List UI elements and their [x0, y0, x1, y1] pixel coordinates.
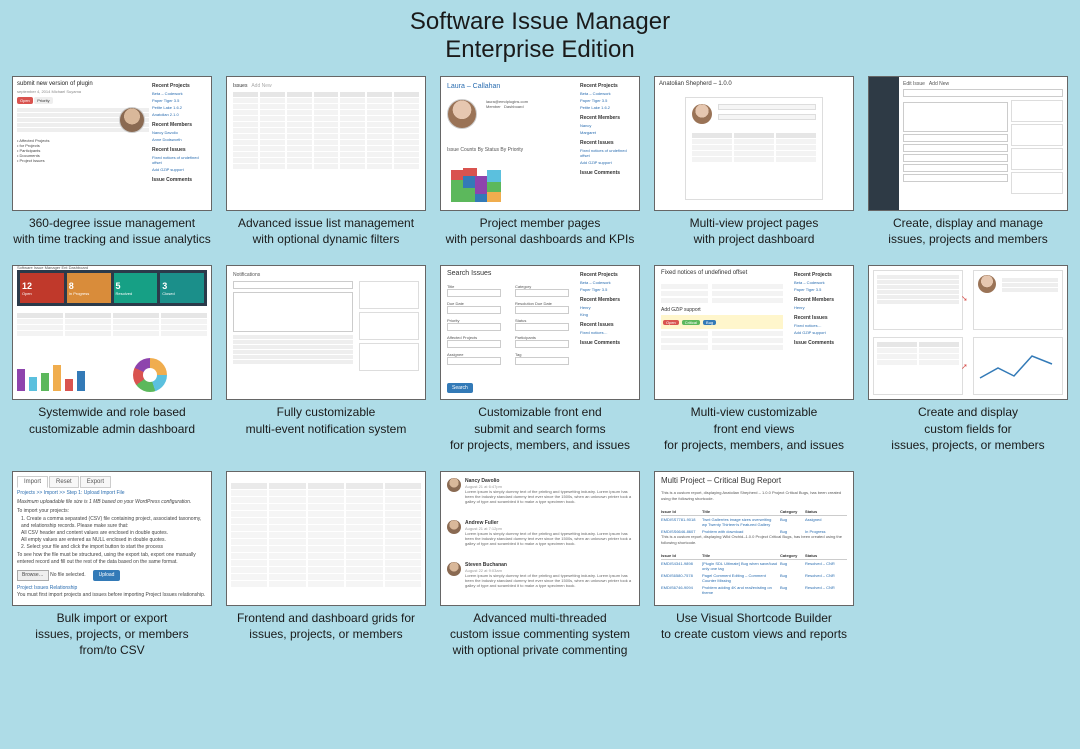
thumbnail-admin-dashboard: Software Issue Manager Ent Dashboard 12O…: [12, 265, 212, 400]
feature-card: Edit Issue Add New: [868, 76, 1068, 247]
card-caption: Customizable front end submit and search…: [450, 404, 630, 453]
tab-import[interactable]: Import: [17, 476, 48, 488]
grid-row-3: Import Reset Export Projects >> Import >…: [12, 471, 1068, 659]
card-caption: Bulk import or export issues, projects, …: [35, 610, 188, 659]
card-caption: Create and display custom fields for iss…: [891, 404, 1044, 453]
card-caption: Project member pages with personal dashb…: [446, 215, 635, 247]
thumbnail-member-page: Laura – Callahan laura@emdplugins.comMem…: [440, 76, 640, 211]
kpi-tiles: 12Open8In Progress5Resolved3Closed: [17, 270, 207, 306]
bar-chart: [17, 355, 85, 391]
thumbnail-grids: [226, 471, 426, 606]
feature-card: Import Reset Export Projects >> Import >…: [12, 471, 212, 659]
feature-card: Multi Project – Critical Bug Report This…: [654, 471, 854, 659]
avatar: [692, 104, 712, 124]
title-line-2: Enterprise Edition: [0, 36, 1080, 64]
thumbnail-comments: Nancy DavolioAugust 21 at 6:47pmLorem ip…: [440, 471, 640, 606]
card-caption: Fully customizable multi-event notificat…: [246, 404, 407, 436]
page-title-block: Software Issue Manager Enterprise Editio…: [0, 0, 1080, 76]
member-name: Laura – Callahan: [447, 83, 500, 90]
title-line-1: Software Issue Manager: [0, 8, 1080, 36]
thumbnail-issue-detail: submit new version of plugin september 4…: [12, 76, 212, 211]
feature-card: Frontend and dashboard grids for issues,…: [226, 471, 426, 659]
grid-row-2: Software Issue Manager Ent Dashboard 12O…: [12, 265, 1068, 453]
sidebar-mini: Recent Projects Beta – CodeworkPaper Tig…: [580, 83, 636, 176]
form-title: Search Issues: [447, 270, 491, 277]
feature-card: ➘ ➚ Create and display custom fields for…: [868, 265, 1068, 453]
chart-title: Issue Counts By Status By Priority: [447, 147, 523, 153]
card-caption: Advanced issue list management with opti…: [238, 215, 414, 247]
avatar: [447, 99, 477, 129]
sidebar-mini: Recent Projects Beta – Codework Paper Ti…: [152, 83, 208, 183]
tab-reset[interactable]: Reset: [49, 476, 79, 488]
avatar: [119, 107, 145, 133]
status-pill: Open: [17, 97, 33, 104]
priority-pill: Priority: [34, 97, 52, 104]
upload-button[interactable]: Upload: [93, 570, 121, 581]
issue-meta: september 4, 2014 Michael Suyama: [17, 89, 149, 94]
card-caption: 360-degree issue management with time tr…: [13, 215, 210, 247]
file-status: No file selected.: [50, 572, 86, 578]
card-caption: Frontend and dashboard grids for issues,…: [237, 610, 415, 642]
issue-title: submit new version of plugin: [17, 81, 149, 87]
feature-grid: submit new version of plugin september 4…: [0, 76, 1080, 659]
feature-card: Software Issue Manager Ent Dashboard 12O…: [12, 265, 212, 453]
card-caption: Multi-view project pages with project da…: [690, 215, 819, 247]
card-caption: Use Visual Shortcode Builder to create c…: [661, 610, 847, 642]
feature-card: Fixed notices of undefined offset Add GZ…: [654, 265, 854, 453]
card-caption: Advanced multi-threaded custom issue com…: [450, 610, 630, 659]
feature-card: Nancy DavolioAugust 21 at 6:47pmLorem ip…: [440, 471, 640, 659]
thumbnail-project-page: Anatolian Shepherd – 1.0.0: [654, 76, 854, 211]
pie-chart: [133, 358, 167, 392]
feature-card: submit new version of plugin september 4…: [12, 76, 212, 247]
card-caption: Create, display and manage issues, proje…: [888, 215, 1047, 247]
sidebar-mini: Recent Projects Beta – CodeworkPaper Tig…: [580, 272, 636, 346]
breadcrumb: Projects >> Import >> Step 1: Upload Imp…: [17, 490, 207, 497]
view-row-title: Fixed notices of undefined offset: [661, 270, 747, 276]
thumbnail-shortcode-report: Multi Project – Critical Bug Report This…: [654, 471, 854, 606]
thumbnail-frontend-views: Fixed notices of undefined offset Add GZ…: [654, 265, 854, 400]
tab-export[interactable]: Export: [80, 476, 111, 488]
thumbnail-custom-fields: ➘ ➚: [868, 265, 1068, 400]
project-title: Anatolian Shepherd – 1.0.0: [659, 81, 849, 87]
feature-card: Laura – Callahan laura@emdplugins.comMem…: [440, 76, 640, 247]
sidebar-mini: Recent Projects Beta – CodeworkPaper Tig…: [794, 272, 850, 346]
feature-card: Anatolian Shepherd – 1.0.0 Multi-view pr…: [654, 76, 854, 247]
thumbnail-search-form: Search Issues TitleDue DatePriorityAffec…: [440, 265, 640, 400]
browse-button[interactable]: Browse…: [17, 570, 49, 581]
feature-card: Search Issues TitleDue DatePriorityAffec…: [440, 265, 640, 453]
thumbnail-admin-edit: Edit Issue Add New: [868, 76, 1068, 211]
stacked-bar-chart: [451, 158, 495, 202]
feature-card: Notifications Fully customizable m: [226, 265, 426, 453]
thumbnail-notifications: Notifications: [226, 265, 426, 400]
grid-row-1: submit new version of plugin september 4…: [12, 76, 1068, 247]
thumbnail-issue-list: Issues Add New: [226, 76, 426, 211]
search-button[interactable]: Search: [447, 383, 473, 393]
report-title: Multi Project – Critical Bug Report: [661, 476, 781, 485]
card-caption: Multi-view customizable front end views …: [664, 404, 844, 453]
feature-card: Issues Add New Advanced issue list manag…: [226, 76, 426, 247]
card-caption: Systemwide and role based customizable a…: [29, 404, 195, 436]
thumbnail-import-export: Import Reset Export Projects >> Import >…: [12, 471, 212, 606]
